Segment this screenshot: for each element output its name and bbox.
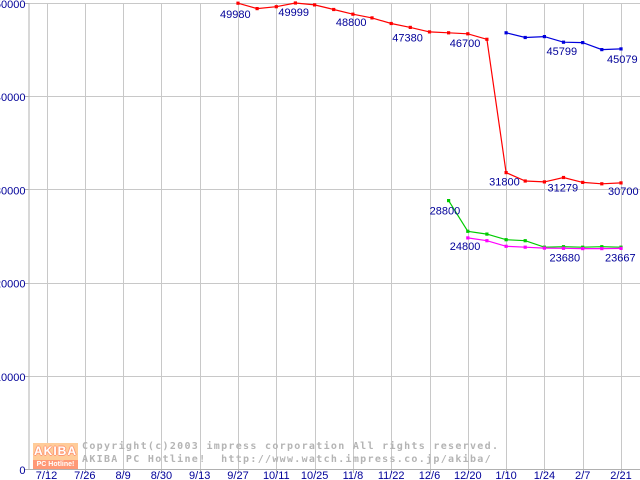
data-point-red-series — [504, 171, 508, 175]
y-axis-label: 10000 — [0, 372, 26, 384]
data-point-magenta-series — [561, 246, 566, 250]
data-point-green-series — [447, 199, 451, 203]
x-axis-label: 2/7 — [575, 470, 590, 480]
series-line-green-series — [448, 200, 622, 248]
price-label: 24800 — [450, 241, 481, 253]
data-point-blue-series — [542, 35, 546, 39]
data-point-red-series — [466, 32, 470, 36]
copyright-line2: AKIBA PC Hotline! http://www.watch.impre… — [82, 454, 492, 465]
y-axis-label: 40000 — [0, 92, 26, 104]
x-axis-label: 9/13 — [189, 470, 210, 480]
price-label: 30700 — [608, 186, 639, 198]
price-label: 28800 — [430, 206, 461, 218]
x-axis-label: 7/26 — [74, 470, 95, 480]
y-axis-label: 50000 — [0, 0, 26, 11]
price-label: 49980 — [220, 9, 251, 21]
data-point-red-series — [274, 5, 278, 9]
price-label: 45079 — [607, 54, 638, 66]
data-point-red-series — [485, 37, 489, 41]
data-point-red-series — [427, 30, 432, 34]
x-axis-label: 8/9 — [115, 470, 130, 480]
x-axis-label: 1/24 — [534, 470, 555, 480]
data-point-red-series — [313, 3, 317, 7]
data-point-blue-series — [523, 35, 527, 40]
data-point-green-series — [466, 229, 470, 233]
x-axis-label: 1/10 — [495, 470, 516, 480]
data-point-red-series — [581, 180, 585, 184]
y-axis-label: 0 — [19, 465, 25, 477]
price-label: 31279 — [548, 183, 579, 195]
price-label: 23667 — [605, 252, 636, 264]
x-axis-label: 7/12 — [36, 470, 57, 480]
data-point-green-series — [600, 245, 604, 249]
copyright-line1: Copyright(c)2003 impress corporation All… — [82, 441, 500, 452]
x-axis-label: 12/20 — [454, 470, 482, 480]
data-point-green-series — [504, 238, 508, 242]
x-axis-label: 9/27 — [227, 470, 248, 480]
data-point-red-series — [293, 1, 297, 5]
data-point-magenta-series — [485, 239, 489, 243]
series-line-red-series — [237, 2, 622, 185]
y-axis-label: 20000 — [0, 279, 26, 291]
data-point-magenta-series — [600, 247, 604, 251]
logo-pc-hotline-text: PC Hotline! — [33, 460, 78, 469]
price-label: 31800 — [489, 177, 520, 189]
x-axis-label: 10/11 — [263, 470, 290, 480]
data-point-red-series — [332, 7, 336, 12]
logo-akiba-text: AKIBA — [33, 443, 78, 460]
data-point-magenta-series — [466, 236, 470, 240]
x-axis-label: 11/22 — [378, 470, 405, 480]
data-point-red-series — [523, 179, 527, 183]
x-axis-label: 12/6 — [419, 470, 440, 480]
data-point-red-series — [542, 180, 546, 184]
x-axis-label: 11/8 — [343, 470, 364, 480]
data-point-red-series — [447, 31, 451, 35]
x-axis-label: 8/30 — [151, 470, 172, 480]
data-point-magenta-series — [542, 246, 546, 250]
data-point-red-series — [370, 16, 374, 20]
data-point-red-series — [619, 181, 623, 185]
data-point-blue-series — [619, 47, 623, 51]
data-point-magenta-series — [504, 244, 508, 248]
data-point-blue-series — [504, 31, 508, 35]
data-point-blue-series — [600, 48, 604, 52]
price-label: 46700 — [450, 38, 481, 50]
data-point-magenta-series — [523, 245, 527, 249]
data-point-red-series — [561, 175, 566, 180]
data-point-red-series — [600, 182, 604, 186]
y-axis-label: 30000 — [0, 185, 26, 197]
data-point-green-series — [485, 232, 489, 236]
x-axis-label: 10/25 — [301, 470, 329, 480]
data-point-magenta-series — [581, 247, 585, 251]
price-label: 48800 — [336, 17, 367, 29]
data-point-magenta-series — [619, 246, 623, 250]
data-point-red-series — [408, 25, 412, 29]
data-point-red-series — [389, 21, 393, 26]
price-label: 49999 — [278, 7, 309, 19]
price-label: 23680 — [550, 252, 581, 264]
data-point-green-series — [523, 239, 527, 243]
data-point-red-series — [351, 12, 355, 16]
price-label: 47380 — [392, 32, 423, 44]
data-point-blue-series — [561, 40, 566, 44]
x-axis-label: 2/21 — [610, 470, 631, 480]
akiba-pc-hotline-logo: AKIBA PC Hotline! — [33, 443, 78, 469]
data-point-blue-series — [581, 41, 585, 45]
data-point-red-series — [236, 1, 240, 5]
data-point-red-series — [255, 7, 259, 11]
price-label: 45799 — [547, 46, 578, 58]
